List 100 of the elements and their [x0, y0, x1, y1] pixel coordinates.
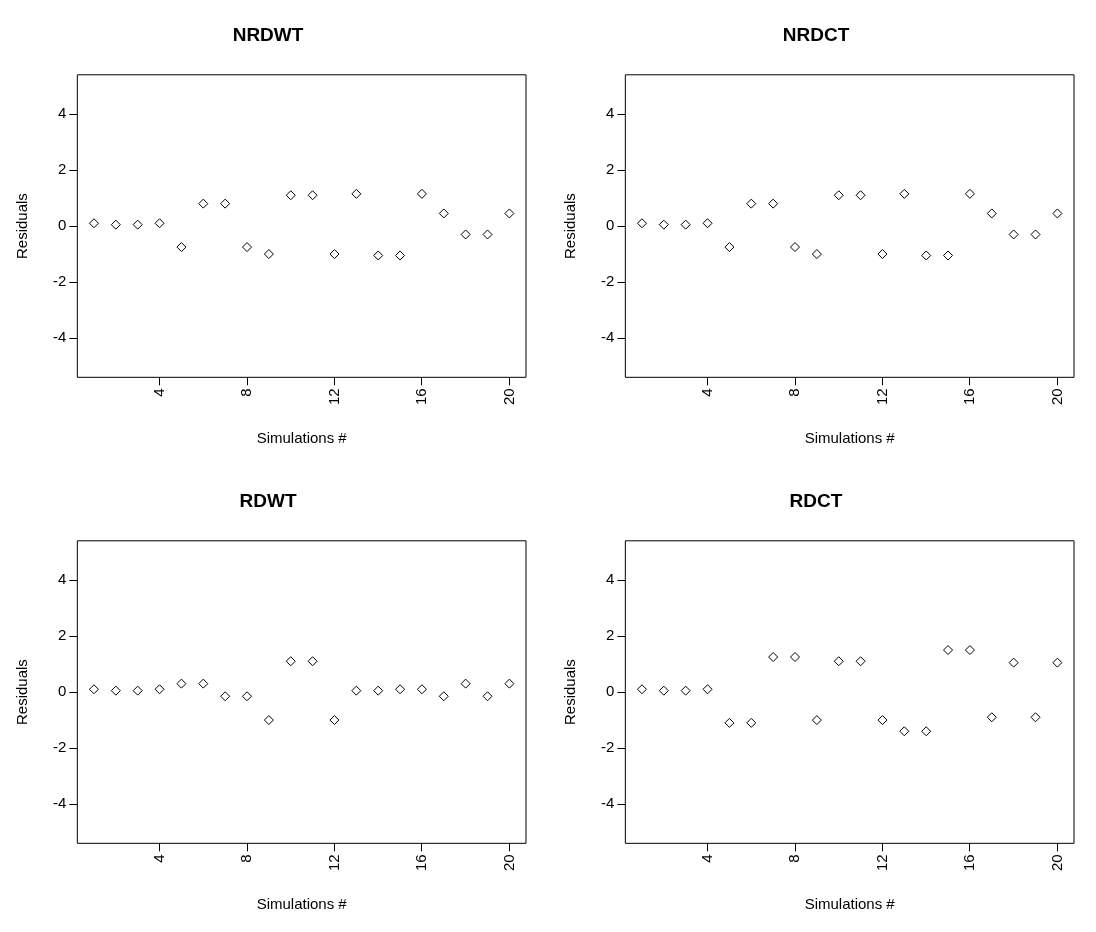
point [351, 188, 362, 199]
point [242, 242, 253, 253]
point [351, 685, 362, 696]
chart-title: RDCT [789, 489, 843, 511]
point [176, 678, 187, 689]
y-tick-label: 2 [57, 626, 67, 644]
x-tick-label: 4 [149, 388, 167, 397]
point [154, 684, 165, 695]
point [263, 715, 274, 726]
point [395, 684, 406, 695]
x-tick-label: 16 [960, 854, 978, 871]
y-tick-label: 4 [605, 104, 615, 122]
point [964, 645, 975, 656]
chart-title: NRDCT [782, 23, 850, 45]
point [1030, 229, 1041, 240]
point [263, 249, 274, 260]
point [132, 685, 143, 696]
y-axis-title: Residuals [13, 659, 31, 725]
x-tick-label: 12 [324, 854, 342, 871]
point [198, 198, 209, 209]
x-tick-label: 8 [237, 854, 255, 863]
y-tick-label: 2 [605, 626, 615, 644]
point [88, 218, 99, 229]
point [438, 208, 449, 219]
point [504, 208, 515, 219]
point [724, 717, 735, 728]
x-tick-label: 8 [237, 388, 255, 397]
point [746, 198, 757, 209]
x-tick-label: 20 [499, 854, 517, 871]
point [395, 250, 406, 261]
y-tick-label: 4 [605, 570, 615, 588]
point [986, 712, 997, 723]
point [636, 684, 647, 695]
point [285, 190, 296, 201]
point [811, 715, 822, 726]
point [943, 645, 954, 656]
point [285, 656, 296, 667]
point [899, 726, 910, 737]
point [680, 219, 691, 230]
y-tick-label: -2 [600, 272, 615, 290]
y-axis-title: Residuals [13, 193, 31, 259]
x-tick-label: 20 [1047, 854, 1065, 871]
y-tick-label: -4 [600, 794, 615, 812]
x-axis-title: Simulations # [256, 429, 348, 447]
point [943, 250, 954, 261]
point [855, 656, 866, 667]
point [986, 208, 997, 219]
point [702, 684, 713, 695]
y-tick-label: -2 [52, 272, 67, 290]
point [88, 684, 99, 695]
point [504, 678, 515, 689]
point [811, 249, 822, 260]
y-tick-label: 0 [57, 682, 67, 700]
point [1008, 229, 1019, 240]
y-tick-label: 2 [57, 160, 67, 178]
y-tick-label: 2 [605, 160, 615, 178]
point [1052, 208, 1063, 219]
y-tick-label: 0 [605, 216, 615, 234]
x-tick-label: 20 [499, 388, 517, 405]
point [680, 685, 691, 696]
x-tick-label: 12 [872, 854, 890, 871]
x-axis-title: Simulations # [256, 895, 348, 913]
y-tick-label: -2 [600, 738, 615, 756]
y-tick-label: -4 [52, 794, 67, 812]
x-tick-label: 4 [149, 854, 167, 863]
point [921, 726, 932, 737]
y-tick-label: -2 [52, 738, 67, 756]
point [307, 190, 318, 201]
chart-title: RDWT [239, 489, 297, 511]
point [855, 190, 866, 201]
point [790, 652, 801, 663]
point [220, 198, 231, 209]
x-axis-title: Simulations # [804, 429, 896, 447]
x-tick-label: 16 [412, 388, 430, 405]
point [460, 229, 471, 240]
x-tick-label: 20 [1047, 388, 1065, 405]
point [1030, 712, 1041, 723]
point [416, 684, 427, 695]
y-axis-title: Residuals [561, 659, 579, 725]
point [110, 685, 121, 696]
point [438, 691, 449, 702]
point [110, 219, 121, 230]
x-tick-label: 4 [697, 854, 715, 863]
point [198, 678, 209, 689]
x-tick-label: 16 [412, 854, 430, 871]
point [768, 652, 779, 663]
point [1052, 657, 1063, 668]
point [373, 250, 384, 261]
point [768, 198, 779, 209]
point [373, 685, 384, 696]
x-tick-label: 8 [785, 854, 803, 863]
point [307, 656, 318, 667]
point [482, 691, 493, 702]
y-tick-label: 0 [605, 682, 615, 700]
y-tick-label: 4 [57, 570, 67, 588]
point [176, 242, 187, 253]
y-tick-label: -4 [52, 328, 67, 346]
point [790, 242, 801, 253]
point [132, 219, 143, 230]
y-tick-label: 0 [57, 216, 67, 234]
